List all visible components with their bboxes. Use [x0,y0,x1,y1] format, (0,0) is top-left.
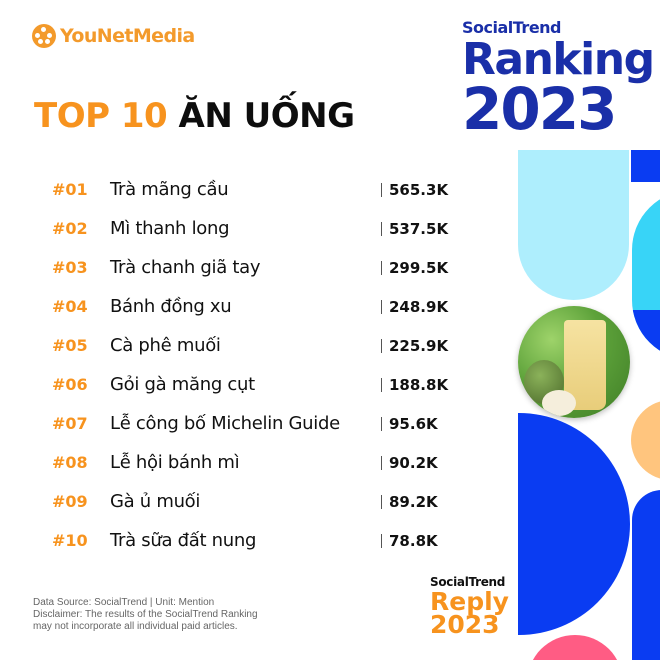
mention-count: 248.9K [389,297,449,316]
brand-title: Ranking [462,34,655,85]
ranking-list: #01 Trà mãng cầu 565.3K #02 Mì thanh long 53… [52,170,452,560]
item-name: Gà ủ muối [110,491,201,512]
ranking-row: #06 Gỏi gà măng cụt 188.8K [52,365,452,404]
rank: #09 [52,492,88,511]
mention-count: 89.2K [389,492,438,511]
ranking-row: #10 Trà sữa đất nung 78.8K [52,521,452,560]
item-name: Gỏi gà măng cụt [110,374,255,395]
footnote: Data Source: SocialTrend | Unit: Mention… [33,597,258,633]
mention-count: 95.6K [389,414,438,433]
divider [381,338,382,353]
item-name: Trà mãng cầu [110,179,229,200]
ranking-row: #03 Trà chanh giã tay 299.5K [52,248,452,287]
item-name: Trà sữa đất nung [110,530,257,551]
logo-icon [32,24,56,48]
decor-blue-tall-pill [632,490,660,660]
mention-count: 90.2K [389,453,438,472]
rank: #05 [52,336,88,355]
socialtrend-ranking-heading: SocialTrend Ranking 2023 [462,18,655,143]
divider [381,533,382,548]
rank: #03 [52,258,88,277]
ranking-row: #01 Trà mãng cầu 565.3K [52,170,452,209]
ranking-row: #04 Bánh đồng xu 248.9K [52,287,452,326]
decor-light-blue-pill [518,150,629,300]
brand-subtitle: SocialTrend [462,18,562,37]
mention-count: 188.8K [389,375,449,394]
logo-text: YouNetMedia [60,25,195,47]
decor-peach-circle [631,400,660,480]
brand-year: 2023 [462,75,617,143]
rank: #07 [52,414,88,433]
mention-count: 225.9K [389,336,449,355]
younet-media-logo: YouNetMedia [32,24,195,48]
socialtrend-reply-badge: SocialTrend Reply 2023 [430,575,509,639]
divider [381,182,382,197]
rank: #10 [52,531,88,550]
ranking-row: #08 Lễ hội bánh mì 90.2K [52,443,452,482]
decor-blue-half-disc [518,413,630,635]
ranking-row: #05 Cà phê muối 225.9K [52,326,452,365]
soursop-tea-photo [518,306,630,418]
disclaimer-line-1: Disclaimer: The results of the SocialTre… [33,609,258,620]
data-source-note: Data Source: SocialTrend | Unit: Mention [33,597,215,608]
mention-count: 565.3K [389,180,449,199]
divider [381,377,382,392]
item-name: Bánh đồng xu [110,296,232,317]
divider [381,416,382,431]
rank: #06 [52,375,88,394]
ranking-row: #07 Lễ công bố Michelin Guide 95.6K [52,404,452,443]
decor-pink-circle [527,635,623,660]
divider [381,299,382,314]
item-name: Trà chanh giã tay [110,257,261,278]
disclaimer-line-2: may not incorporate all individual paid … [33,621,238,632]
divider [381,455,382,470]
rank: #04 [52,297,88,316]
rank: #01 [52,180,88,199]
decor-cyan-shape [632,190,660,360]
mention-count: 78.8K [389,531,438,550]
divider [381,260,382,275]
divider [381,221,382,236]
ranking-row: #02 Mì thanh long 537.5K [52,209,452,248]
item-name: Lễ hội bánh mì [110,452,240,473]
rank: #02 [52,219,88,238]
page-title: TOP 10 ĂN UỐNG [34,96,355,136]
item-name: Cà phê muối [110,335,221,356]
item-name: Lễ công bố Michelin Guide [110,413,340,434]
rank: #08 [52,453,88,472]
item-name: Mì thanh long [110,218,230,239]
mention-count: 537.5K [389,219,449,238]
mention-count: 299.5K [389,258,449,277]
decor-blue-strip [631,150,660,182]
divider [381,494,382,509]
fruit-slice-icon [542,390,576,416]
ranking-row: #09 Gà ủ muối 89.2K [52,482,452,521]
